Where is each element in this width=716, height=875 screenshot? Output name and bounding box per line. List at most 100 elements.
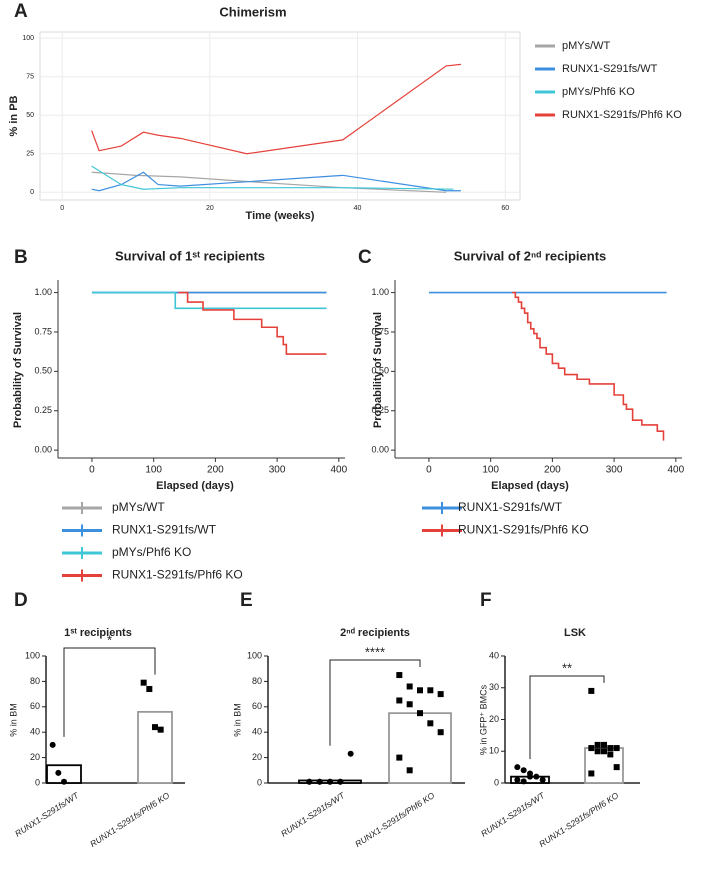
y-tick-label: 60 — [252, 701, 262, 711]
data-point — [520, 778, 527, 785]
x-tick-label: 400 — [330, 465, 347, 476]
x-tick-label: 0 — [426, 465, 432, 476]
y-tick-label: 100 — [22, 35, 34, 42]
x-tick-label: 100 — [482, 465, 499, 476]
survival-curve — [512, 291, 665, 441]
x-tick-label: 300 — [269, 465, 286, 476]
series-line — [91, 171, 461, 192]
x-tick-label: 200 — [544, 465, 561, 476]
data-point — [146, 686, 153, 693]
y-tick-label: 0.00 — [34, 444, 52, 454]
data-point — [588, 687, 595, 694]
x-tick-label: 40 — [354, 205, 362, 212]
significance-label: **** — [365, 644, 385, 659]
x-axis-label: Time (weeks) — [246, 210, 315, 222]
x-tick-label: 0 — [60, 205, 64, 212]
data-point — [406, 701, 413, 708]
legend-label: RUNX1-S291fs/Phf6 KO — [562, 109, 682, 121]
chart-title: Survival of 2ⁿᵈ recipients — [454, 248, 607, 263]
y-tick-label: 80 — [252, 676, 262, 686]
x-tick-label: RUNX1-S291fs/Phf6 KO — [353, 790, 436, 849]
panel-letter: C — [358, 247, 372, 268]
data-point — [55, 769, 62, 776]
data-point — [396, 672, 403, 679]
y-tick-label: 0.75 — [371, 326, 389, 336]
panel-letter: B — [14, 247, 28, 268]
data-point — [539, 776, 546, 783]
bar — [137, 710, 173, 784]
y-axis-label: % in BM — [8, 703, 18, 737]
data-point — [588, 770, 595, 777]
x-tick-label: 300 — [606, 465, 623, 476]
data-point — [417, 710, 423, 717]
data-point — [588, 745, 595, 752]
series-line — [91, 63, 461, 155]
y-axis-label: Probability of Survival — [372, 312, 384, 428]
data-point — [61, 778, 67, 785]
y-tick-label: 75 — [26, 74, 34, 81]
y-axis-label: % in PB — [8, 95, 20, 136]
y-tick-label: 0 — [494, 777, 499, 787]
y-tick-label: 0.00 — [371, 444, 389, 454]
data-point — [607, 745, 614, 752]
series-line — [91, 165, 454, 190]
data-point — [396, 754, 403, 761]
y-tick-label: 30 — [489, 682, 499, 692]
legend-label: pMYs/Phf6 KO — [562, 86, 635, 98]
data-point — [152, 724, 158, 731]
y-tick-label: 0.25 — [34, 405, 52, 415]
data-point — [406, 767, 413, 774]
y-tick-label: 20 — [252, 752, 262, 762]
chart-title: 2ⁿᵈ recipients — [340, 627, 410, 639]
data-point — [533, 773, 540, 780]
data-point — [157, 726, 164, 733]
data-point — [514, 776, 521, 783]
y-tick-label: 40 — [489, 650, 499, 660]
data-point — [396, 697, 403, 704]
x-axis-label: Elapsed (days) — [156, 480, 234, 492]
x-tick-label: RUNX1-S291fs/WT — [279, 790, 347, 839]
x-tick-label: 20 — [206, 205, 214, 212]
data-point — [427, 720, 434, 727]
data-point — [607, 751, 614, 758]
y-tick-label: 10 — [489, 746, 499, 756]
x-tick-label: RUNX1-S291fs/Phf6 KO — [537, 790, 620, 849]
x-tick-label: RUNX1-S291fs/Phf6 KO — [88, 790, 171, 849]
data-point — [527, 773, 533, 780]
legend-label: RUNX1-S291fs/Phf6 KO — [458, 523, 589, 537]
plot-area — [39, 31, 521, 201]
chart-title: Chimerism — [219, 4, 286, 19]
y-tick-label: 40 — [252, 727, 262, 737]
y-tick-label: 0.50 — [34, 366, 52, 376]
chart-title: LSK — [564, 627, 586, 639]
legend-label: RUNX1-S291fs/WT — [112, 523, 217, 537]
y-axis-label: % in GFP⁺ BMCs — [478, 684, 488, 755]
y-tick-label: 20 — [489, 714, 499, 724]
y-axis-label: Probability of Survival — [12, 312, 24, 428]
legend-label: RUNX1-S291fs/Phf6 KO — [112, 568, 243, 582]
y-tick-label: 50 — [26, 112, 34, 119]
y-tick-label: 0 — [35, 777, 40, 787]
bar — [388, 712, 452, 784]
x-axis-label: Elapsed (days) — [491, 480, 569, 492]
y-tick-label: 80 — [30, 676, 40, 686]
data-point — [613, 764, 620, 771]
chart-title: Survival of 1ˢᵗ recipients — [115, 248, 265, 263]
y-tick-label: 40 — [30, 727, 40, 737]
panel-letter: D — [14, 590, 28, 611]
data-point — [601, 741, 607, 748]
panel-letter: A — [14, 1, 28, 22]
x-tick-label: 60 — [501, 205, 509, 212]
data-point — [437, 729, 444, 736]
x-tick-label: RUNX1-S291fs/WT — [479, 790, 547, 839]
y-tick-label: 25 — [26, 151, 34, 158]
panel-letter: E — [240, 590, 253, 611]
y-tick-label: 0.25 — [371, 405, 389, 415]
x-tick-label: 100 — [145, 465, 162, 476]
legend-label: pMYs/Phf6 KO — [112, 545, 191, 559]
data-point — [417, 687, 423, 694]
data-point — [594, 748, 601, 755]
y-tick-label: 60 — [30, 701, 40, 711]
significance-label: * — [107, 632, 112, 647]
